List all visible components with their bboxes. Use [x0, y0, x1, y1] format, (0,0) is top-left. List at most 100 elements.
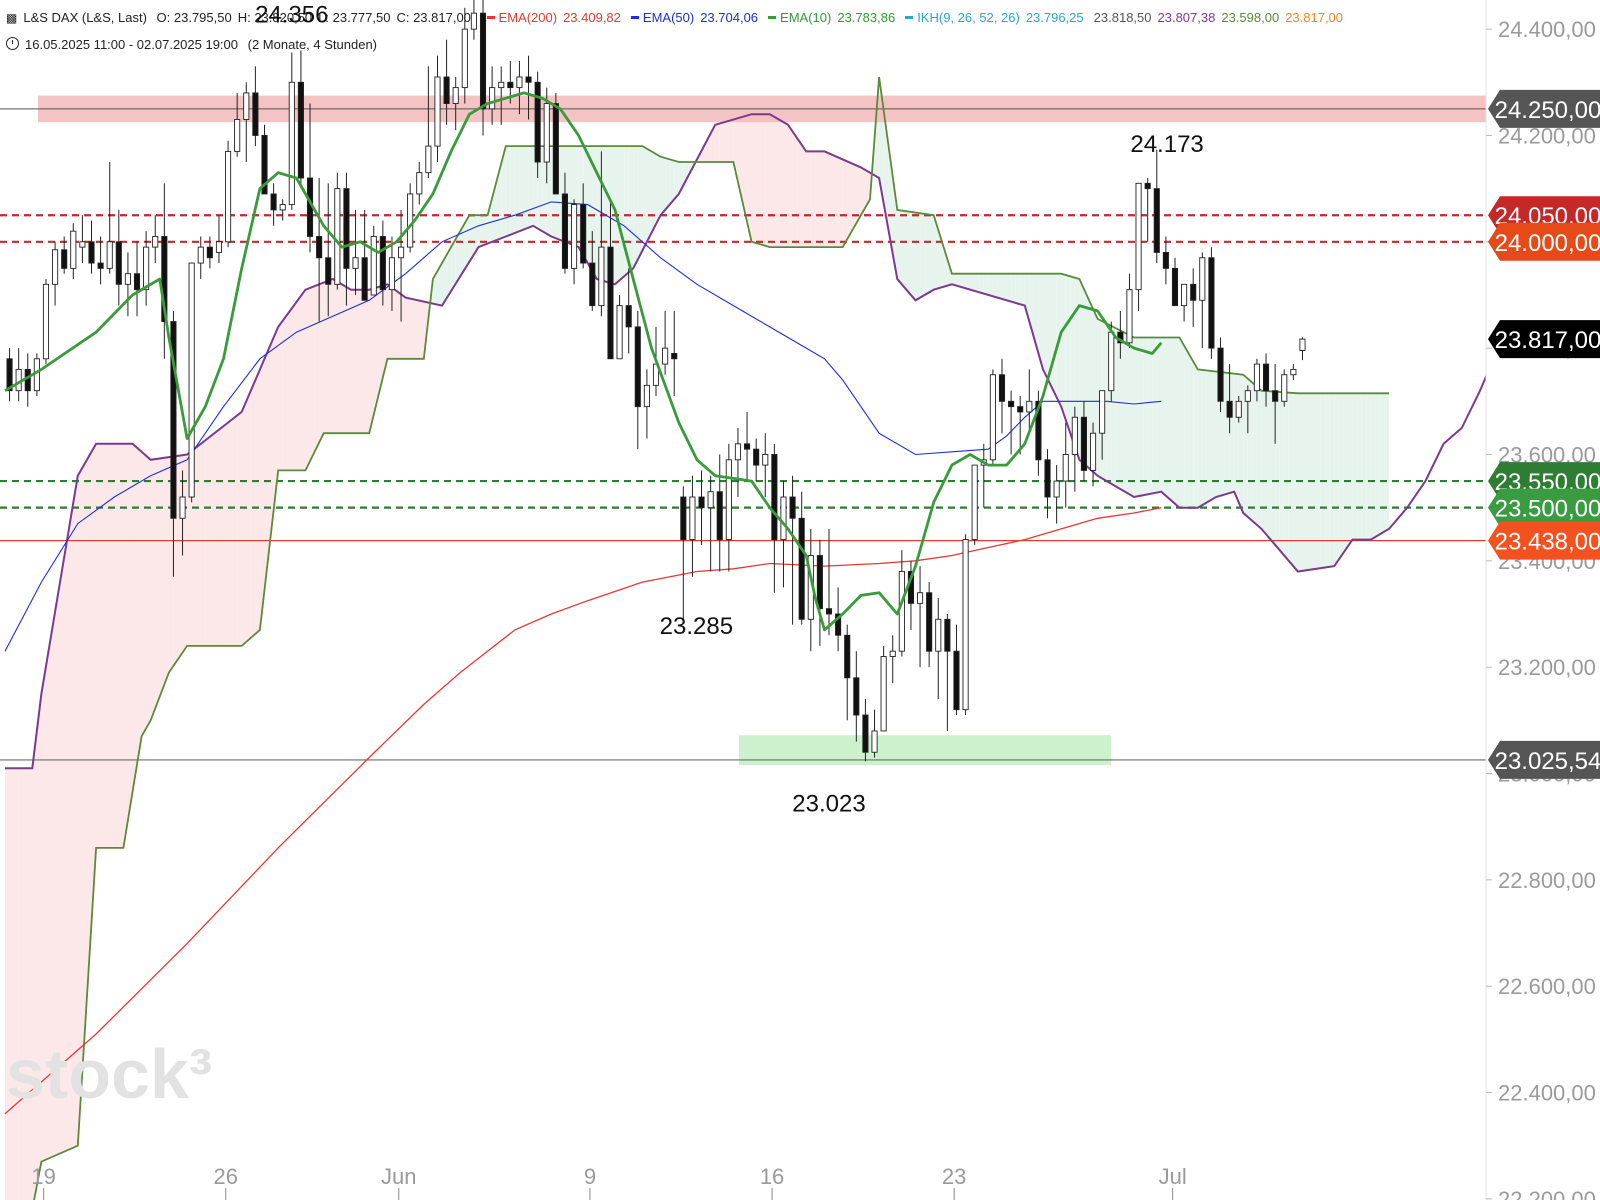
ohlc-h: H: 23.820,50: [237, 10, 313, 25]
cloud-segment: [228, 419, 233, 646]
cloud-segment: [73, 475, 78, 1148]
cloud-segment: [41, 666, 46, 1162]
candle-body: [479, 12, 487, 110]
cloud-segment: [1197, 369, 1203, 508]
cloud-segment: [656, 154, 661, 225]
ikh-value-3: 23.817,00: [1285, 10, 1344, 25]
cloud-segment: [264, 348, 270, 591]
price-box-shape: [1488, 320, 1600, 359]
cloud-segment: [446, 247, 452, 299]
candle-body: [744, 443, 751, 450]
cloud-segment: [455, 231, 461, 284]
cloud-segment: [364, 289, 370, 434]
candle-body: [1162, 251, 1169, 269]
cloud-segment: [332, 279, 338, 434]
cloud-segment: [360, 289, 365, 434]
cloud-segment: [774, 116, 779, 248]
senkou-b-line: [5, 113, 1486, 770]
cloud-segment: [778, 119, 784, 248]
cloud-segment: [355, 289, 361, 434]
candle-body: [880, 656, 887, 732]
price-label-box: 23.438,00: [1488, 521, 1600, 560]
support-zone: [739, 735, 1111, 766]
cloud-segment: [988, 273, 993, 297]
cloud-segment: [674, 160, 679, 200]
cloud-segment: [1170, 337, 1175, 504]
candle-body: [1099, 390, 1106, 434]
cloud-segment: [642, 146, 647, 251]
candle-body: [1008, 400, 1015, 408]
cloud-segment: [1161, 337, 1166, 496]
candle-body: [598, 246, 605, 307]
ema50-line: [4, 201, 1162, 652]
cloud-segment: [1047, 273, 1053, 389]
candle-body: [716, 491, 723, 541]
cloud-segment: [209, 433, 215, 646]
candle-body: [170, 321, 177, 519]
cloud-segment: [1042, 273, 1048, 379]
candle-body: [6, 358, 13, 392]
cloud-segment: [437, 263, 443, 306]
candle-body: [70, 230, 77, 269]
cloud-segment: [1193, 361, 1198, 508]
candle-body: [206, 246, 213, 259]
cloud-segment: [683, 162, 688, 186]
cloud-segment: [109, 443, 115, 848]
cloud-segment: [414, 299, 420, 359]
candle-body: [926, 592, 933, 652]
candle-body: [1135, 182, 1142, 291]
indicator-legend-0[interactable]: EMA(200) 23.409,82: [486, 10, 625, 25]
cloud-segment: [806, 151, 811, 248]
indicator-legend-1[interactable]: EMA(50) 23.704,06: [630, 10, 762, 25]
cloud-segment: [1165, 337, 1171, 500]
candle-body: [643, 384, 650, 408]
cloud-segment: [282, 314, 288, 471]
candle-body: [416, 172, 423, 195]
cloud-segment: [801, 144, 807, 248]
cloud-segment: [296, 295, 301, 471]
candle-body: [470, 12, 477, 30]
cloud-segment: [920, 213, 925, 298]
candle-body: [662, 347, 669, 365]
candle-body: [1190, 283, 1197, 301]
candle-body: [507, 81, 514, 89]
price-box-label: 23.500,00: [1495, 496, 1600, 523]
candle-body: [516, 76, 523, 89]
candle-body: [998, 374, 1006, 402]
candle-body: [1208, 257, 1215, 349]
senkou-a-line: [33, 76, 1389, 1200]
cloud-segment: [1206, 370, 1212, 503]
cloud-segment: [810, 151, 816, 248]
price-label-box: 23.025,54: [1488, 740, 1600, 779]
cloud-segment: [1138, 337, 1144, 497]
cloud-segment: [1325, 393, 1330, 568]
cloud-segment: [273, 326, 279, 511]
cloud-segment: [1270, 391, 1276, 545]
watermark-logo: stock³: [6, 1035, 212, 1113]
cloud-segment: [105, 443, 110, 848]
cloud-segment: [1074, 277, 1080, 460]
cloud-segment: [783, 122, 789, 248]
cloud-segment: [200, 440, 206, 646]
cloud-segment: [1134, 337, 1139, 498]
candle-body: [753, 448, 760, 466]
cloud-segment: [965, 273, 971, 290]
indicator-legend-2[interactable]: EMA(10) 23.783,86: [768, 10, 899, 25]
cloud-segment: [55, 584, 60, 1156]
price-box-label: 24.000,00: [1495, 230, 1600, 257]
indicator-legend-3[interactable]: IKH(9, 26, 52, 26) 23.796,25: [905, 10, 1087, 25]
cloud-segment: [1243, 374, 1248, 517]
cloud-segment: [860, 167, 866, 216]
cloud-segment: [592, 146, 597, 280]
cloud-segment: [218, 426, 224, 646]
price-annotation: 23.023: [792, 790, 865, 817]
candle-body: [1080, 416, 1087, 471]
ikh-value-2: 23.598,00: [1221, 10, 1280, 25]
candle-body: [179, 496, 186, 519]
price-annotation: 23.285: [660, 613, 733, 640]
cloud-segment: [159, 457, 165, 697]
cloud-segment: [1129, 335, 1135, 498]
ema10-line: [4, 91, 1163, 632]
cloud-segment: [1211, 371, 1216, 500]
